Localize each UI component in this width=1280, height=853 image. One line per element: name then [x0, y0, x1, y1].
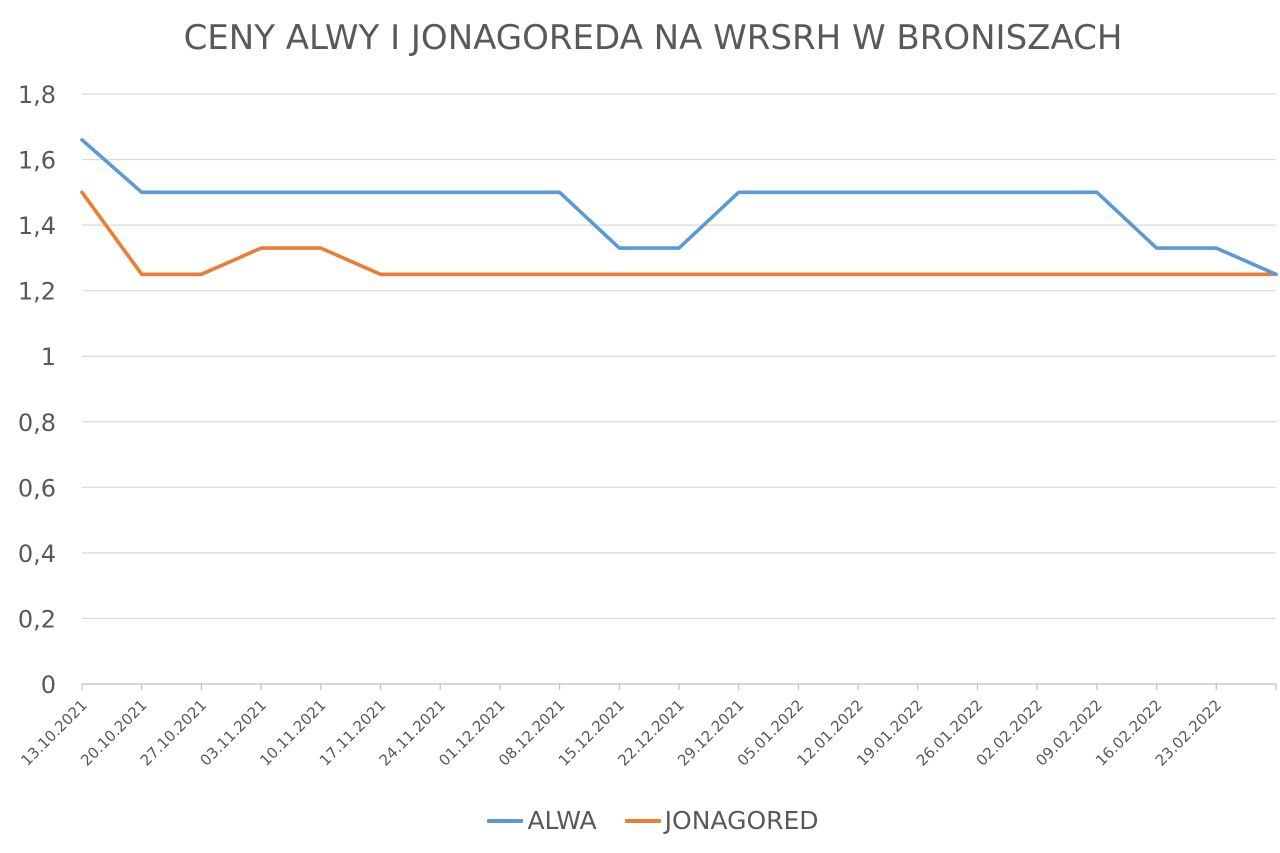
legend-item-alwa: ALWA — [487, 806, 597, 835]
y-tick-label: 1 — [41, 343, 56, 371]
y-tick-label: 0,2 — [18, 605, 56, 633]
x-axis — [81, 683, 1277, 690]
data-series — [80, 138, 1278, 277]
y-tick-label: 0,8 — [18, 409, 56, 437]
legend: ALWA JONAGORED — [0, 806, 1280, 835]
y-tick-label: 0 — [41, 671, 56, 699]
legend-swatch-jonagored — [624, 818, 661, 823]
gridlines — [82, 93, 1276, 620]
y-tick-label: 1,6 — [18, 147, 56, 175]
legend-label-jonagored: JONAGORED — [664, 806, 819, 835]
y-tick-label: 1,8 — [18, 81, 56, 109]
y-tick-label: 0,6 — [18, 474, 56, 502]
series-line-alwa — [80, 138, 1278, 277]
series-line-jonagored — [80, 190, 1278, 277]
y-tick-label: 1,2 — [18, 278, 56, 306]
y-axis-labels: 0 0,2 0,4 0,6 0,8 1 1,2 1,4 1,6 1,8 — [18, 81, 56, 699]
x-axis-labels: 13.10.202120.10.202127.10.202103.11.2021… — [17, 696, 1225, 769]
y-tick-label: 1,4 — [18, 212, 56, 240]
legend-swatch-alwa — [487, 818, 524, 823]
legend-item-jonagored: JONAGORED — [624, 806, 819, 835]
y-tick-label: 0,4 — [18, 540, 56, 568]
legend-label-alwa: ALWA — [527, 806, 597, 835]
chart-title: CENY ALWY I JONAGOREDA NA WRSRH W BRONIS… — [183, 18, 1123, 58]
